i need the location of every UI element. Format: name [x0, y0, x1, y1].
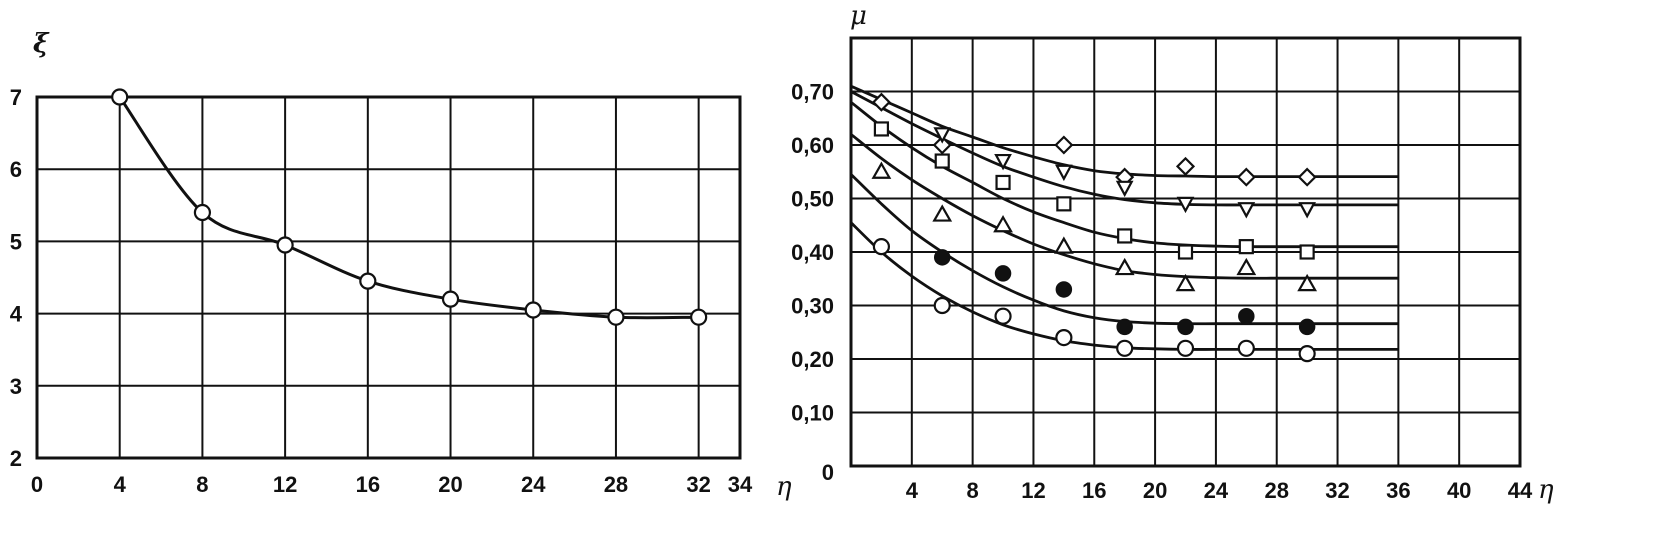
data-point — [873, 121, 890, 137]
y-tick-label: 2 — [10, 446, 22, 471]
y-tick-label: 3 — [10, 374, 22, 399]
y-tick-label: 0,40 — [791, 240, 834, 265]
data-point — [932, 204, 953, 222]
data-point — [524, 301, 542, 319]
data-point — [441, 290, 460, 308]
y-tick-label: 4 — [10, 302, 23, 327]
data-point — [1175, 156, 1196, 176]
data-point — [871, 161, 892, 179]
x-tick-label: 44 — [1508, 478, 1533, 503]
data-point — [276, 236, 294, 254]
x-tick-label: 24 — [521, 472, 546, 497]
data-point — [1115, 180, 1134, 198]
y-axis-label: ξ — [33, 29, 50, 59]
x-tick-label: 36 — [1386, 478, 1410, 503]
data-point — [1297, 167, 1317, 187]
data-point — [1297, 273, 1318, 292]
x-tick-label: 4 — [906, 478, 919, 503]
y-tick-label: 7 — [10, 85, 22, 110]
plot-frame — [35, 95, 742, 460]
data-point — [690, 308, 708, 326]
mu-vs-eta-chart: 4 8 12 16 20 24 28 32 36 40 44 0 0,10 0,20 0,30 0,40 0,5… — [791, 1, 1554, 505]
x-tick-label: 20 — [1143, 478, 1167, 503]
x-tick-label: 16 — [356, 472, 380, 497]
x-tick-label: 40 — [1447, 478, 1471, 503]
data-point — [1056, 196, 1072, 212]
data-point — [1176, 196, 1195, 214]
data-point — [1298, 345, 1316, 363]
data-point — [1055, 164, 1073, 182]
x-tick-label: 32 — [1325, 478, 1349, 503]
data-point — [934, 153, 950, 169]
x-tick-label: 20 — [438, 472, 462, 497]
y-tick-label: 0,60 — [791, 133, 834, 158]
data-point — [1298, 202, 1316, 219]
y-tick-label: 0,70 — [791, 80, 834, 105]
x-tick-label: 12 — [273, 472, 297, 497]
x-axis-label: η — [1538, 475, 1554, 505]
data-point — [1177, 318, 1194, 336]
x-tick-label: 12 — [1021, 478, 1045, 503]
data-point — [1177, 244, 1194, 260]
data-point — [607, 308, 625, 326]
y-axis-label: μ — [850, 1, 867, 31]
data-point — [193, 203, 212, 222]
x-tick-label: 16 — [1082, 478, 1106, 503]
data-point — [933, 127, 952, 144]
data-point — [1237, 202, 1256, 219]
data-point — [1237, 339, 1255, 357]
data-point — [871, 92, 891, 112]
y-tick-label: 0,10 — [791, 401, 834, 426]
data-point — [1055, 329, 1073, 347]
data-point — [1298, 318, 1316, 336]
data-point — [111, 88, 129, 106]
data-point — [1176, 339, 1195, 357]
data-point — [994, 153, 1012, 171]
data-point — [872, 238, 891, 256]
data-point — [1116, 339, 1134, 357]
x-axis-label: η — [776, 472, 792, 502]
x-tick-label: 28 — [1264, 478, 1288, 503]
x-tick-label: 0 — [31, 472, 43, 497]
data-point — [1053, 236, 1074, 254]
data-point — [995, 174, 1011, 191]
y-tick-label: 5 — [10, 229, 22, 254]
series-curve — [850, 84, 1399, 179]
y-tick-label: 6 — [10, 157, 22, 182]
data-point — [1055, 281, 1073, 298]
x-tick-label: 34 — [728, 472, 753, 497]
x-tick-label: 4 — [114, 472, 127, 497]
x-tick-label: 28 — [604, 472, 628, 497]
x-tick-label: 32 — [686, 472, 710, 497]
data-point — [1116, 318, 1133, 336]
data-point — [994, 265, 1012, 282]
data-point — [1054, 135, 1074, 155]
x-tick-label: 24 — [1204, 478, 1229, 503]
data-point — [1299, 244, 1315, 260]
data-point — [359, 272, 377, 290]
y-tick-label: 0,30 — [791, 294, 834, 319]
data-point — [1236, 167, 1256, 187]
data-point — [1236, 257, 1257, 276]
x-tick-label: 8 — [196, 472, 208, 497]
y-tick-label: 0 — [822, 460, 834, 485]
plot-frame — [849, 36, 1522, 468]
data-point — [933, 296, 951, 315]
data-point — [932, 135, 952, 155]
y-tick-label: 0,20 — [791, 347, 834, 372]
data-point — [994, 307, 1012, 325]
y-tick-label: 0,50 — [791, 187, 834, 212]
data-point — [1117, 228, 1133, 244]
x-tick-label: 8 — [967, 478, 979, 503]
data-point — [933, 249, 951, 266]
data-point — [1238, 307, 1255, 325]
data-point — [1175, 273, 1196, 292]
data-point — [1238, 239, 1254, 255]
data-point — [1114, 257, 1135, 276]
data-point — [993, 215, 1013, 233]
